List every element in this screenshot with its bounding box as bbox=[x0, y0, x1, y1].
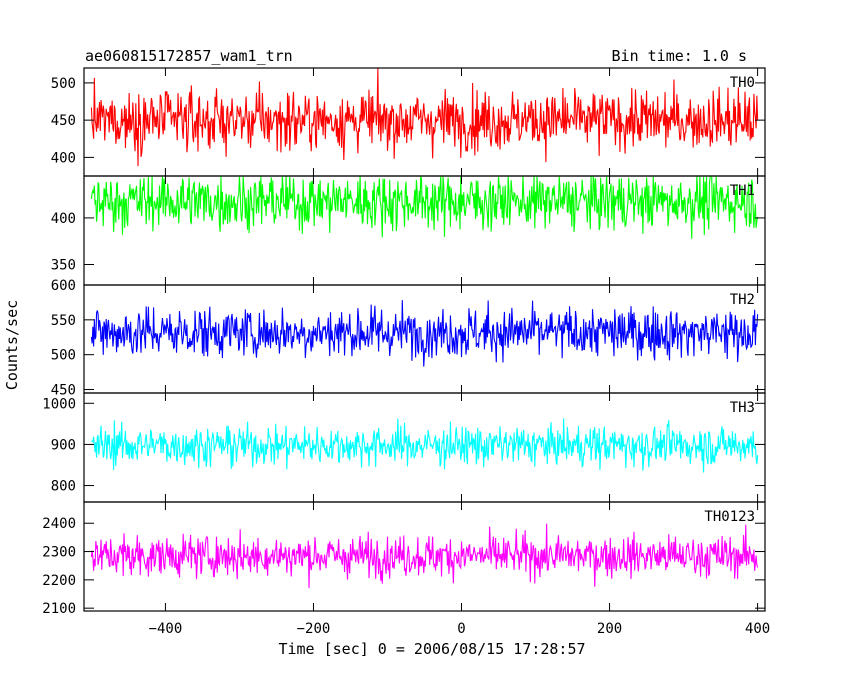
panel-label: TH2 bbox=[730, 292, 755, 308]
y-tick-label: 450 bbox=[51, 383, 76, 399]
panel-label: TH0 bbox=[730, 75, 755, 91]
panel-label: TH3 bbox=[730, 400, 755, 416]
series-line-th2 bbox=[90, 300, 759, 367]
y-tick-label: 500 bbox=[51, 348, 76, 364]
panel-th2: 450 500 550 600 TH2 bbox=[51, 278, 766, 399]
y-tick-label: 600 bbox=[51, 278, 76, 294]
x-tick-label: 0 bbox=[457, 621, 465, 637]
panel-frame bbox=[83, 501, 766, 612]
x-tick-label: −400 bbox=[149, 621, 183, 637]
y-tick-label: 450 bbox=[51, 113, 76, 129]
panel-th0123: 2100 2200 2300 2400 TH0123 bbox=[42, 501, 766, 617]
y-tick-label: 2100 bbox=[42, 601, 76, 617]
panel-frame bbox=[83, 175, 766, 286]
series-line-th3 bbox=[91, 418, 759, 473]
y-tick-label: 400 bbox=[51, 211, 76, 227]
bin-time-label: Bin time: 1.0 s bbox=[612, 47, 747, 65]
y-tick-label: 550 bbox=[51, 313, 76, 329]
panels-group: 400 450 500 TH0 350 400 TH1 450 500 550 600 TH2 800 9… bbox=[42, 67, 766, 617]
y-tick-label: 500 bbox=[51, 76, 76, 92]
y-tick-label: 800 bbox=[51, 479, 76, 495]
panel-th3: 800 900 1000 TH3 bbox=[42, 392, 766, 503]
series-line-th0 bbox=[90, 68, 759, 167]
panel-th1: 350 400 TH1 bbox=[51, 175, 766, 286]
x-axis-title: Time [sec] 0 = 2006/08/15 17:28:57 bbox=[278, 640, 585, 658]
panel-label: TH1 bbox=[730, 183, 755, 199]
panel-label: TH0123 bbox=[704, 509, 755, 525]
y-tick-label: 1000 bbox=[42, 396, 76, 412]
series-line-th1 bbox=[90, 176, 759, 239]
y-axis-title: Counts/sec bbox=[3, 300, 21, 390]
y-tick-label: 2400 bbox=[42, 516, 76, 532]
x-tick-label: 400 bbox=[745, 621, 770, 637]
x-tick-label: 200 bbox=[597, 621, 622, 637]
y-tick-label: 900 bbox=[51, 437, 76, 453]
x-tick-label: −200 bbox=[297, 621, 331, 637]
y-tick-label: 2200 bbox=[42, 573, 76, 589]
y-tick-label: 350 bbox=[51, 258, 76, 274]
y-tick-label: 400 bbox=[51, 150, 76, 166]
chart-title: ae060815172857_wam1_trn bbox=[85, 47, 293, 65]
series-line-th0123 bbox=[90, 523, 759, 589]
panel-th0: 400 450 500 TH0 bbox=[51, 67, 766, 177]
y-tick-label: 2300 bbox=[42, 545, 76, 561]
x-axis: −400 −200 0 200 400 bbox=[149, 621, 771, 637]
